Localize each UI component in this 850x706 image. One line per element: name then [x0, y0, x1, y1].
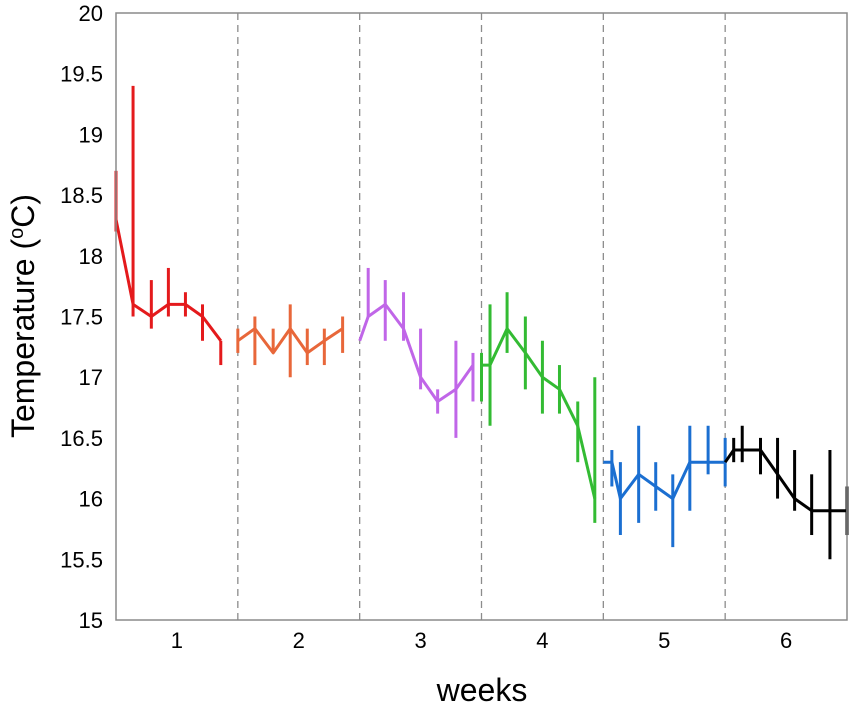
y-tick-label: 20	[79, 1, 103, 26]
y-axis-ticks: 15 15.5 16 16.5 17 17.5 18 18.5 19 19.5 20	[60, 1, 103, 633]
y-tick-label: 15.5	[60, 547, 103, 572]
x-tick-label: 2	[293, 628, 305, 653]
y-tick-label: 19	[79, 122, 103, 147]
x-axis-title: weeks	[436, 672, 528, 706]
y-axis-title-unit: C)	[5, 194, 41, 228]
x-tick-label: 3	[414, 628, 426, 653]
data-series	[480, 292, 597, 523]
x-axis-ticks: 1 2 3 4 5 6	[171, 628, 792, 653]
y-tick-label: 17	[79, 365, 103, 390]
y-tick-label: 18.5	[60, 183, 103, 208]
x-tick-label: 5	[658, 628, 670, 653]
x-tick-label: 4	[536, 628, 548, 653]
y-tick-label: 19.5	[60, 62, 103, 87]
plot-frame	[115, 12, 848, 621]
data-series	[114, 85, 223, 366]
y-axis-title: Temperature (oC)	[5, 194, 41, 438]
week-separators	[237, 13, 726, 620]
series-layer	[114, 85, 849, 560]
data-series	[358, 267, 475, 438]
x-tick-label: 1	[171, 628, 183, 653]
y-tick-label: 16	[79, 487, 103, 512]
y-tick-label: 18	[79, 244, 103, 269]
data-series	[603, 425, 727, 548]
data-series	[723, 425, 849, 560]
data-series	[236, 304, 345, 378]
y-tick-label: 17.5	[60, 305, 103, 330]
y-axis-title-main: Temperature (	[5, 239, 41, 439]
series-line	[358, 302, 475, 403]
y-axis-title-superscript: o	[6, 228, 28, 239]
series-line	[481, 327, 597, 499]
x-tick-label: 6	[780, 628, 792, 653]
y-tick-label: 15	[79, 608, 103, 633]
y-tick-label: 16.5	[60, 426, 103, 451]
